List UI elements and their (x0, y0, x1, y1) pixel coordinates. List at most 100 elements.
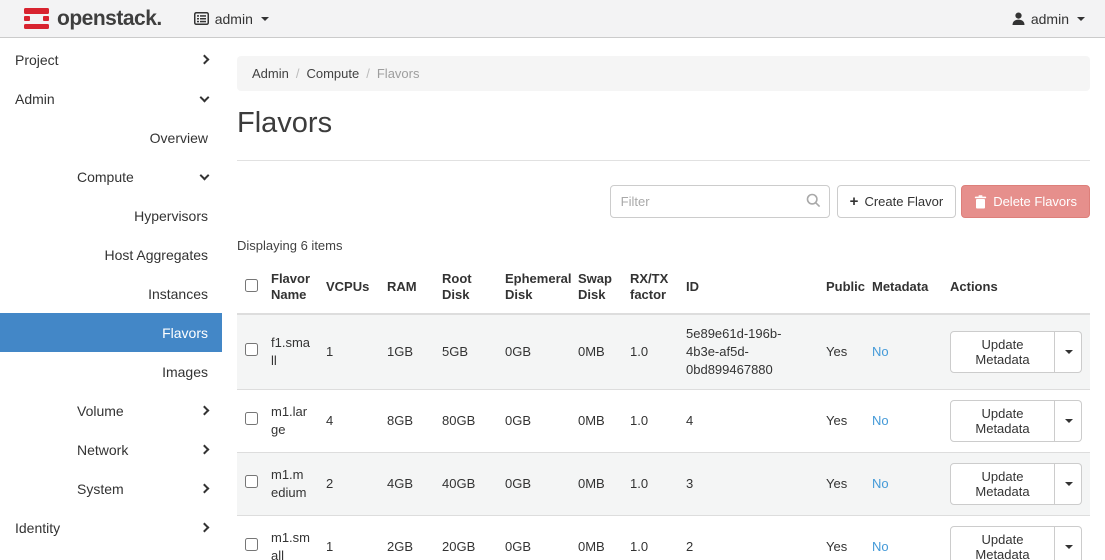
sidebar-item-flavors[interactable]: Flavors (0, 313, 222, 352)
cell-flavor-name: m1.medium (263, 452, 318, 516)
openstack-brand[interactable]: openstack. (24, 8, 162, 29)
cell-root-disk: 80GB (434, 389, 497, 453)
trash-icon (974, 194, 987, 208)
row-checkbox[interactable] (245, 343, 258, 356)
cell-id: 3 (678, 452, 818, 516)
metadata-link[interactable]: No (872, 539, 889, 554)
cell-public: Yes (826, 344, 848, 359)
chevron-down-icon (1065, 419, 1073, 423)
col-header-ephemeral-disk[interactable]: Ephemeral Disk (497, 261, 571, 315)
cell-swap-disk: 0MB (570, 515, 622, 560)
row-actions-dropdown-toggle[interactable] (1055, 526, 1082, 560)
cell-rxtx: 1.0 (630, 344, 649, 359)
table-row-m1-medium: m1.medium 2 4GB 40GB 0GB 0MB 1.0 3 Yes N… (237, 452, 1090, 516)
row-actions: Update Metadata (950, 331, 1082, 373)
user-menu-label: admin (1030, 10, 1069, 27)
col-header-metadata[interactable]: Metadata (864, 261, 942, 315)
sidebar-item-network[interactable]: Network (0, 430, 222, 469)
cell-swap-disk: 0MB (570, 389, 622, 453)
sidebar-item-overview[interactable]: Overview (149, 129, 208, 146)
create-flavor-button[interactable]: + Create Flavor (836, 185, 957, 218)
sidebar-item-system[interactable]: System (0, 469, 222, 508)
metadata-link[interactable]: No (872, 476, 889, 491)
chevron-down-icon (1065, 350, 1073, 354)
cell-id: 4 (678, 389, 818, 453)
metadata-link[interactable]: No (872, 413, 889, 428)
table-row-m1-large: m1.large 4 8GB 80GB 0GB 0MB 1.0 4 Yes No… (237, 389, 1090, 453)
update-metadata-button[interactable]: Update Metadata (950, 526, 1055, 560)
cell-root-disk: 40GB (434, 452, 497, 516)
page-title: Flavors (237, 107, 333, 139)
row-actions-dropdown-toggle[interactable] (1055, 400, 1082, 442)
chevron-down-icon (1065, 482, 1073, 486)
sidebar-item-host-aggregates[interactable]: Host Aggregates (104, 246, 208, 263)
col-header-vcpus[interactable]: VCPUs (318, 261, 379, 315)
cell-rxtx: 1.0 (622, 515, 678, 560)
row-actions-dropdown-toggle[interactable] (1055, 463, 1082, 505)
sidebar-item-instances[interactable]: Instances (148, 285, 208, 302)
cell-public: Yes (818, 515, 864, 560)
cell-ephemeral-disk: 0GB (505, 344, 532, 359)
row-actions: Update Metadata (950, 400, 1082, 442)
items-count: Displaying 6 items (237, 238, 343, 253)
user-menu[interactable]: admin (1012, 11, 1085, 27)
col-header-root-disk[interactable]: Root Disk (434, 261, 497, 315)
chevron-down-icon (260, 16, 269, 21)
col-header-public[interactable]: Public (818, 261, 865, 315)
row-checkbox[interactable] (245, 538, 258, 551)
chevron-down-icon (1077, 16, 1085, 21)
metadata-link[interactable]: No (872, 344, 889, 359)
cell-id: 5e89e61d-196b-4b3e-af5d-0bd899467880 (686, 326, 782, 377)
cell-flavor-name: f1.small (271, 335, 311, 368)
col-header-rxtx-factor[interactable]: RX/TX factor (622, 261, 678, 315)
chevron-down-icon (199, 170, 210, 180)
col-header-actions: Actions (942, 261, 1090, 315)
update-metadata-button[interactable]: Update Metadata (950, 463, 1055, 505)
table-toolbar: + Create Flavor Delete Flavors (237, 185, 1090, 218)
sidebar-item-volume[interactable]: Volume (0, 391, 222, 430)
col-header-swap-disk[interactable]: Swap Disk (570, 261, 622, 315)
chevron-down-icon (199, 92, 210, 102)
filter-input[interactable] (609, 185, 830, 218)
col-header-ram[interactable]: RAM (379, 261, 434, 315)
col-header-flavor-name[interactable]: Flavor Name (263, 261, 318, 315)
cell-ephemeral-disk: 0GB (497, 452, 570, 516)
cell-ram: 1GB (387, 344, 414, 359)
cell-vcpus: 2 (318, 452, 379, 516)
breadcrumb-admin[interactable]: Admin (252, 66, 289, 81)
update-metadata-button[interactable]: Update Metadata (950, 400, 1055, 442)
search-icon (806, 193, 820, 208)
row-actions: Update Metadata (950, 526, 1082, 560)
breadcrumb-compute[interactable]: Compute (306, 66, 360, 81)
domain-switcher-menu[interactable]: admin (193, 11, 269, 27)
update-metadata-button[interactable]: Update Metadata (950, 331, 1055, 373)
chevron-right-icon (199, 405, 210, 416)
chevron-right-icon (199, 522, 210, 533)
cell-flavor-name: m1.small (263, 515, 318, 560)
breadcrumb-flavors: Flavors (376, 66, 420, 81)
table-header-row: Flavor Name VCPUs RAM Root Disk Ephemera… (237, 261, 1090, 315)
sidebar-item-compute[interactable]: Compute (0, 157, 222, 196)
col-header-id[interactable]: ID (678, 261, 818, 315)
cell-public: Yes (818, 389, 864, 453)
cell-ram: 4GB (379, 452, 434, 516)
row-checkbox[interactable] (245, 412, 258, 425)
row-actions-dropdown-toggle[interactable] (1055, 331, 1082, 373)
row-checkbox[interactable] (245, 475, 258, 488)
cell-id: 2 (678, 515, 818, 560)
cell-root-disk: 20GB (434, 515, 497, 560)
flavors-table: Flavor Name VCPUs RAM Root Disk Ephemera… (237, 261, 1090, 560)
sidebar-item-identity[interactable]: Identity (0, 508, 222, 547)
select-all-checkbox[interactable] (245, 278, 258, 292)
delete-flavors-button[interactable]: Delete Flavors (961, 185, 1090, 218)
sidebar-item-admin[interactable]: Admin (0, 79, 222, 118)
table-row-f1-small: f1.small 1 1GB 5GB 0GB 0MB 1.0 5e89e61d-… (237, 314, 1090, 390)
chevron-right-icon (199, 444, 210, 455)
sidebar-item-project[interactable]: Project (0, 40, 222, 79)
chevron-right-icon (199, 483, 210, 494)
breadcrumb: Admin / Compute / Flavors (237, 56, 1090, 91)
row-actions: Update Metadata (950, 463, 1082, 505)
sidebar-item-hypervisors[interactable]: Hypervisors (134, 207, 208, 224)
sidebar-item-images[interactable]: Images (162, 363, 208, 380)
cell-ephemeral-disk: 0GB (497, 389, 570, 453)
